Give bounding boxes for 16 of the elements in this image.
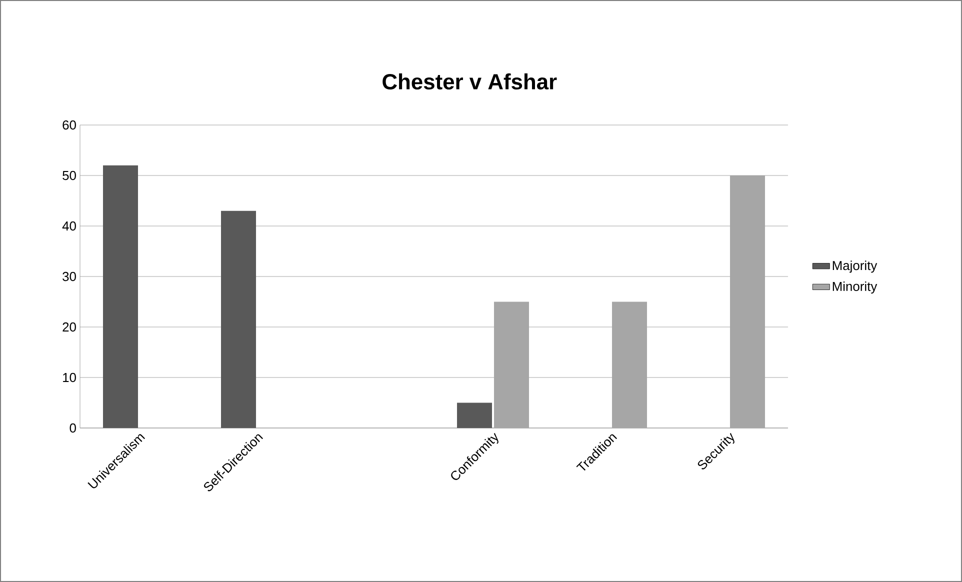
bar xyxy=(103,165,138,428)
y-tick-label: 0 xyxy=(70,423,76,433)
bar xyxy=(457,402,492,428)
y-tick-label: 30 xyxy=(62,272,76,282)
y-tick-label: 50 xyxy=(62,170,76,180)
bar xyxy=(730,176,766,428)
y-tick-label: 20 xyxy=(62,322,76,332)
bar xyxy=(221,210,256,428)
legend-label: Majority xyxy=(832,260,878,273)
chart-title: Chester v Afshar xyxy=(382,73,557,90)
legend-label: Minority xyxy=(832,281,878,294)
y-tick-label: 40 xyxy=(62,221,76,231)
y-tick-label: 10 xyxy=(63,372,76,382)
y-tick-label: 60 xyxy=(62,120,76,130)
bar xyxy=(494,302,529,428)
bar xyxy=(612,302,647,428)
